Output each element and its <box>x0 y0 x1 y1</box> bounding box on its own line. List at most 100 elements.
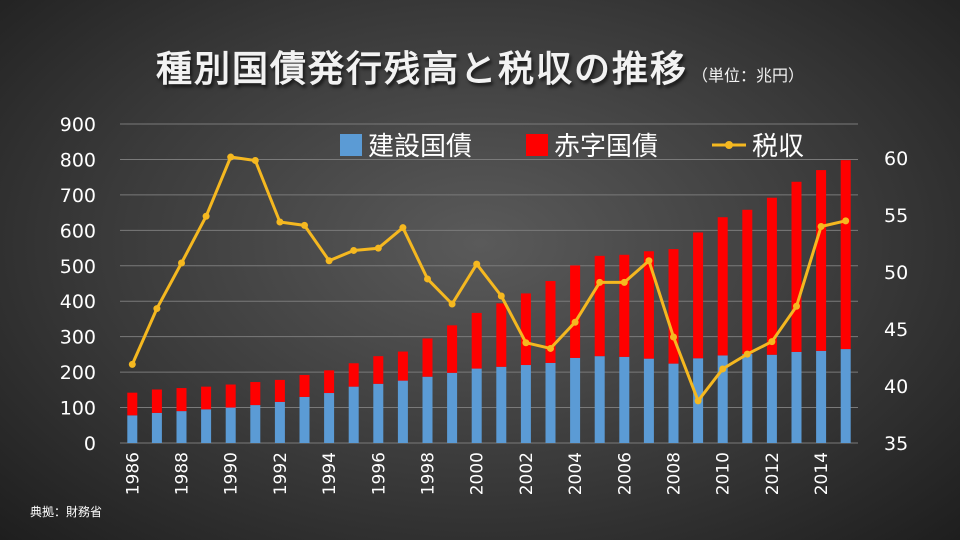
bar-construction <box>643 358 654 443</box>
tax-point <box>473 260 481 268</box>
tax-point <box>670 333 677 341</box>
legend-label-construction: 建設国債 <box>368 132 472 162</box>
tax-point <box>842 217 850 225</box>
x-tick-label: 1988 <box>173 452 193 495</box>
bar-construction <box>594 356 605 443</box>
legend-swatch-deficit <box>526 134 548 156</box>
tax-point <box>694 397 702 405</box>
tax-point <box>178 259 185 267</box>
bar-construction <box>127 415 138 443</box>
x-tick-label: 2014 <box>812 452 832 495</box>
tax-point <box>153 305 161 313</box>
bar-construction <box>570 357 581 443</box>
tax-line <box>130 155 847 403</box>
bar-deficit <box>225 384 236 408</box>
legend-swatch-construction <box>340 134 362 156</box>
tax-point <box>571 318 579 326</box>
x-tick-label: 1992 <box>271 452 291 495</box>
bar-construction <box>520 365 531 443</box>
bar-construction <box>201 409 212 443</box>
bar-construction <box>225 407 236 443</box>
tax-point <box>374 244 382 252</box>
bar-deficit <box>201 386 212 410</box>
bar-deficit <box>176 388 187 412</box>
bar-construction <box>250 405 261 443</box>
bar-deficit <box>668 249 679 364</box>
bar-construction <box>151 412 162 443</box>
bar-deficit <box>545 281 556 363</box>
bar-deficit <box>496 303 507 367</box>
bar-construction <box>742 354 753 443</box>
x-tick-label: 2002 <box>517 452 537 495</box>
y-left-tick-label: 900 <box>60 114 96 136</box>
y-left-tick-label: 700 <box>60 185 96 207</box>
bar-deficit <box>447 325 458 373</box>
y-right-tick-label: 35 <box>884 433 908 455</box>
tax-point <box>768 338 776 346</box>
source-note: 典拠：財務省 <box>30 505 103 519</box>
y-right-tick-label: 40 <box>884 376 908 398</box>
chart-title-main: 種別国債発行残高と税収の推移 <box>155 49 688 90</box>
bar-construction <box>422 376 433 443</box>
bar-deficit <box>324 370 335 394</box>
x-tick-label: 1990 <box>222 452 242 495</box>
bar-deficit <box>127 392 138 416</box>
x-tick-label: 1998 <box>419 452 439 495</box>
bar-deficit <box>348 363 359 387</box>
tax-point <box>793 302 800 310</box>
y-right-tick-label: 60 <box>884 148 908 170</box>
bar-deficit <box>151 389 162 413</box>
bar-construction <box>373 383 384 443</box>
bar-construction <box>348 386 359 443</box>
chart-title-unit: （単位：兆円） <box>692 66 805 85</box>
bar-construction <box>791 351 802 443</box>
tax-point <box>350 246 358 254</box>
y-right-tick-label: 45 <box>884 319 908 341</box>
tax-point <box>251 156 259 164</box>
x-tick-label: 2012 <box>763 452 783 495</box>
y-left-tick-label: 300 <box>60 327 96 349</box>
chart-title: 種別国債発行残高と税収の推移 （単位：兆円） <box>0 40 960 92</box>
bar-deficit <box>791 181 802 352</box>
bar-deficit <box>594 255 605 357</box>
x-tick-label: 2008 <box>665 452 685 495</box>
bar-deficit <box>570 265 581 358</box>
bar-construction <box>447 372 458 443</box>
bar-construction <box>397 380 408 443</box>
bar-construction <box>545 362 556 443</box>
tax-point <box>325 257 333 265</box>
bar-construction <box>619 356 630 443</box>
bar-deficit <box>840 160 851 350</box>
bar-construction <box>496 366 507 443</box>
tax-point <box>817 223 825 231</box>
tax-point <box>522 339 530 347</box>
bar-construction <box>299 396 310 443</box>
y-left-tick-label: 0 <box>84 433 96 455</box>
x-tick-label: 1994 <box>320 452 340 495</box>
tax-point <box>399 224 407 232</box>
x-tick-label: 1996 <box>369 452 389 495</box>
x-tick-label: 2010 <box>714 452 734 495</box>
bar-deficit <box>422 338 433 377</box>
bar-construction <box>324 393 335 443</box>
y-left-tick-label: 100 <box>60 398 96 420</box>
tax-point <box>301 221 308 229</box>
tax-point <box>227 153 235 161</box>
bar-deficit <box>397 351 408 381</box>
x-tick-label: 2006 <box>615 452 635 495</box>
bar-deficit <box>274 379 285 402</box>
bar-deficit <box>766 197 777 355</box>
bar-construction <box>816 350 827 443</box>
bar-construction <box>471 368 482 443</box>
tax-point <box>719 365 727 373</box>
legend-label-tax: 税収 <box>752 132 804 162</box>
y-left-tick-label: 200 <box>60 362 96 384</box>
bar-deficit <box>742 209 753 355</box>
bar-deficit <box>299 374 310 397</box>
bar-deficit <box>250 382 261 406</box>
x-tick-label: 1986 <box>123 452 143 495</box>
bar-deficit <box>643 251 654 359</box>
tax-point <box>645 257 653 265</box>
bar-deficit <box>373 356 384 384</box>
